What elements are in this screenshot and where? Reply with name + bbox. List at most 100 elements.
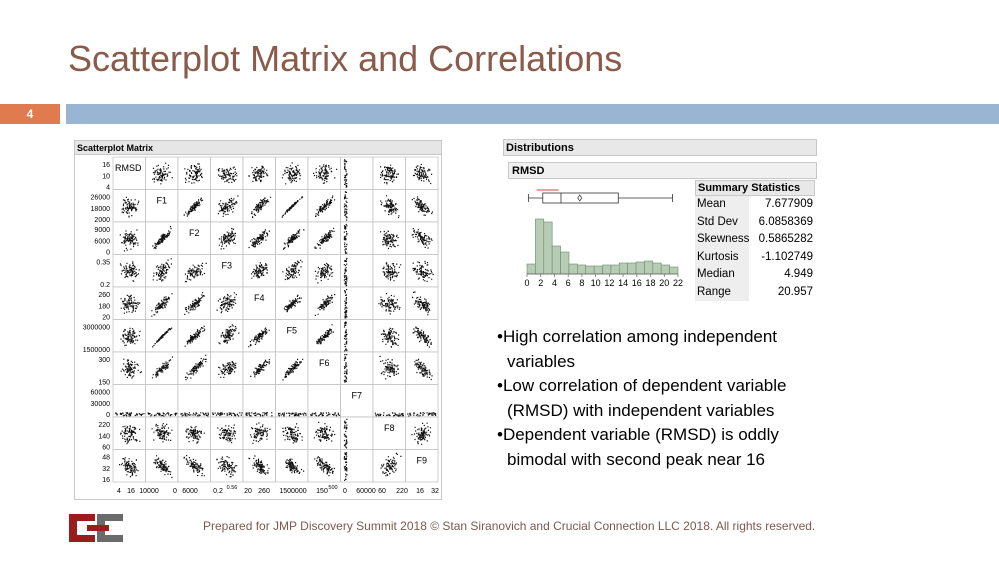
matrix-cell	[145, 254, 179, 288]
distributions-header[interactable]: Distributions	[503, 139, 817, 156]
scatter-points	[151, 356, 173, 379]
scatter-points	[414, 358, 433, 381]
x-tick-label: 16	[632, 278, 642, 288]
scatter-points	[343, 223, 348, 254]
matrix-cell	[145, 416, 179, 450]
matrix-cell	[242, 286, 276, 320]
boxplot-box	[542, 192, 619, 204]
scatter-points	[412, 260, 434, 282]
histogram-bar	[652, 262, 662, 275]
scatter-points	[412, 326, 432, 348]
matrix-cell	[177, 384, 211, 418]
scatter-points	[380, 452, 402, 477]
matrix-cell	[275, 384, 309, 418]
scatterplot-matrix-panel: Scatterplot Matrix RMSD F1 F2 F3 F4 F5 F6 F7 F8 F…	[74, 140, 442, 500]
x-tick-label: 260	[258, 488, 270, 495]
rmsd-histogram: 0 2 4 6 8 10 12 14 16 18 20 22	[524, 189, 683, 288]
y-tick-label: 2000	[94, 217, 110, 224]
scatter-points	[411, 422, 432, 445]
y-tick-label: 16	[102, 477, 110, 484]
scatter-points	[151, 423, 173, 443]
y-tick-label: 9000	[94, 227, 110, 234]
matrix-cell	[210, 189, 244, 223]
matrix-cell	[112, 384, 146, 418]
y-tick-label: 20	[102, 315, 110, 322]
histogram-bar	[560, 251, 570, 275]
x-tick-label: 0.56	[227, 485, 238, 491]
scatter-points	[283, 294, 302, 313]
variable-label: RMSD	[115, 163, 142, 173]
scatter-points	[248, 229, 270, 249]
matrix-cell	[307, 416, 341, 450]
scatter-points	[343, 257, 348, 287]
scatter-points	[379, 230, 399, 250]
scatter-points	[152, 226, 172, 250]
scatter-points	[412, 163, 433, 185]
stat-label: Skewness	[695, 231, 749, 249]
scatterplot-matrix-header[interactable]: Scatterplot Matrix	[75, 141, 441, 155]
matrix-cell	[372, 254, 406, 288]
scatter-points	[115, 412, 145, 417]
scatter-points	[218, 360, 237, 378]
y-tick-label: 3000000	[83, 325, 110, 332]
scatter-points	[379, 355, 399, 380]
stat-value: 7.677909	[765, 198, 813, 210]
matrix-cell	[177, 156, 211, 190]
scatter-points	[147, 412, 178, 417]
stat-label: Range	[695, 283, 749, 301]
scatter-points	[121, 196, 140, 218]
bullet-item: •Low correlation of dependent variable (…	[497, 376, 787, 420]
matrix-cell	[210, 221, 244, 255]
matrix-cell	[242, 156, 276, 190]
scatter-points	[180, 412, 209, 417]
y-tick-label: 180	[98, 303, 110, 310]
scatter-points	[310, 412, 340, 417]
y-tick-label: 150	[98, 380, 110, 387]
histogram-bar	[551, 245, 561, 275]
summary-statistics-title[interactable]: Summary Statistics	[695, 180, 815, 196]
variable-label: F5	[287, 326, 298, 336]
y-tick-label: 32	[102, 466, 110, 473]
x-tick-label: 16	[127, 488, 135, 495]
x-tick-label: 0	[524, 278, 529, 288]
y-tick-label: 6000	[94, 238, 110, 245]
scatter-points	[314, 227, 335, 249]
scatter-points	[285, 458, 305, 474]
y-tick-label: 60	[102, 445, 110, 452]
y-tick-label: 0.35	[96, 260, 110, 267]
matrix-cell	[112, 254, 146, 288]
variable-label: F7	[352, 391, 363, 401]
y-tick-label: 260	[98, 292, 110, 299]
x-tick-label: 6	[566, 278, 571, 288]
matrix-cell	[177, 221, 211, 255]
scatter-points	[248, 455, 270, 475]
x-tick-label: 4	[117, 488, 121, 495]
scatter-points	[218, 324, 240, 345]
x-tick-label: 60000	[356, 488, 376, 495]
scatter-points	[282, 358, 304, 381]
stat-row-range: Range 20.957	[695, 283, 815, 301]
scatter-points	[343, 418, 348, 449]
matrix-cell	[307, 384, 341, 418]
scatter-points	[313, 421, 336, 442]
x-tick-label: 16	[416, 488, 424, 495]
histogram-bar	[535, 218, 545, 275]
matrix-cell	[340, 384, 374, 418]
scatter-points	[217, 166, 238, 184]
histogram-bar	[543, 221, 553, 275]
matrix-cell	[210, 254, 244, 288]
scatter-points	[282, 259, 303, 281]
scatter-points	[378, 293, 401, 315]
y-tick-label: 1500000	[83, 347, 110, 354]
scatter-points	[151, 293, 173, 317]
y-tick-label: 26000	[91, 195, 111, 202]
rmsd-header[interactable]: RMSD	[508, 162, 817, 179]
scatter-points	[248, 327, 270, 348]
y-tick-label: 0	[106, 412, 110, 419]
y-tick-label: 0	[106, 250, 110, 257]
stat-label: Mean	[695, 196, 749, 214]
x-tick-label: 32	[431, 488, 439, 495]
scatter-points	[216, 292, 237, 314]
x-tick-label: 20	[244, 488, 252, 495]
scatter-points	[407, 412, 437, 417]
